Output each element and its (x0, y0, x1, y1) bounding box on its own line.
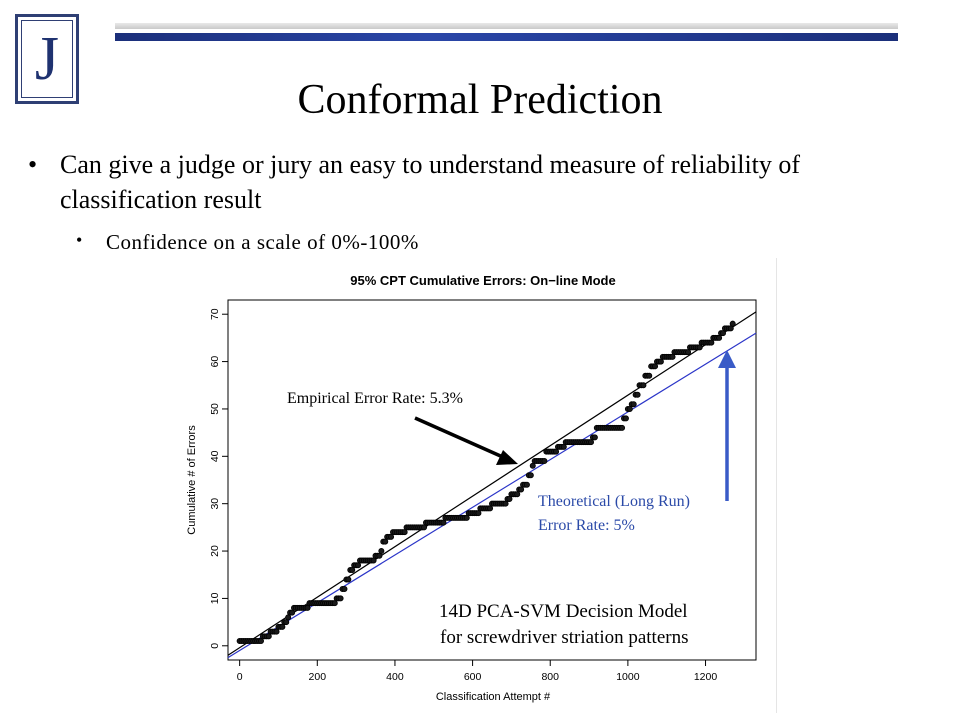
y-tick-label: 10 (209, 592, 221, 604)
error-point (341, 585, 348, 592)
error-point (378, 548, 385, 555)
empirical-rate-line (227, 311, 757, 656)
error-point (523, 481, 530, 488)
x-tick-label: 800 (541, 671, 559, 683)
y-tick-label: 20 (209, 545, 221, 557)
chart-title: 95% CPT Cumulative Errors: On−line Mode (350, 273, 615, 288)
header-bar-gray (115, 23, 898, 29)
error-point (640, 382, 647, 389)
y-tick-label: 30 (209, 498, 221, 510)
y-tick-label: 50 (209, 403, 221, 415)
y-tick-label: 40 (209, 450, 221, 462)
error-point (527, 472, 534, 479)
error-point (541, 458, 548, 465)
header-bar-blue (115, 33, 898, 41)
model-caption-box (435, 595, 755, 655)
error-point (630, 401, 637, 408)
chart-frame-edge (776, 258, 777, 713)
cumulative-errors-chart: 95% CPT Cumulative Errors: On−line Mode … (186, 273, 757, 703)
y-tick-label: 0 (209, 643, 221, 649)
bullet-glyph: • (76, 230, 83, 250)
error-points (236, 320, 736, 645)
annotation-theoretical-2: Error Rate: 5% (538, 517, 635, 534)
theoretical-arrow-head (718, 350, 736, 368)
error-point (619, 424, 626, 431)
bullet-glyph: • (28, 150, 38, 179)
bullet-text: Confidence on a scale of 0%-100% (106, 230, 419, 254)
slide-title: Conformal Prediction (297, 77, 663, 123)
axes: 0 200 400 600 800 1000 1200 0 10 20 30 40 50 60 70 (209, 308, 718, 683)
error-point (646, 372, 653, 379)
empirical-arrow-shaft (414, 416, 506, 460)
plot-area-frame (227, 299, 757, 661)
error-point (729, 320, 736, 327)
error-point (345, 576, 352, 583)
logo-letter: J (21, 20, 73, 98)
logo: J (15, 14, 79, 104)
x-tick-label: 400 (386, 671, 404, 683)
annotation-empirical: Empirical Error Rate: 5.3% (287, 390, 463, 407)
error-point (622, 415, 629, 422)
x-tick-label: 200 (309, 671, 327, 683)
x-tick-label: 1200 (694, 671, 718, 683)
annotation-model-2: for screwdriver striation patterns (440, 627, 689, 648)
x-tick-label: 1000 (616, 671, 640, 683)
y-axis-label: Cumulative # of Errors (186, 425, 198, 535)
empirical-arrow-head (496, 450, 518, 465)
annotation-model-1: 14D PCA-SVM Decision Model (439, 601, 688, 622)
y-tick-label: 70 (209, 308, 221, 320)
y-tick-label: 60 (209, 356, 221, 368)
error-point (337, 595, 344, 602)
x-tick-label: 600 (464, 671, 482, 683)
bullet-text: Can give a judge or jury an easy to unde… (60, 150, 801, 214)
x-tick-label: 0 (237, 671, 243, 683)
error-point (634, 391, 641, 398)
annotation-theoretical-1: Theoretical (Long Run) (538, 493, 690, 510)
x-axis-label: Classification Attempt # (436, 691, 551, 703)
error-point (591, 434, 598, 441)
